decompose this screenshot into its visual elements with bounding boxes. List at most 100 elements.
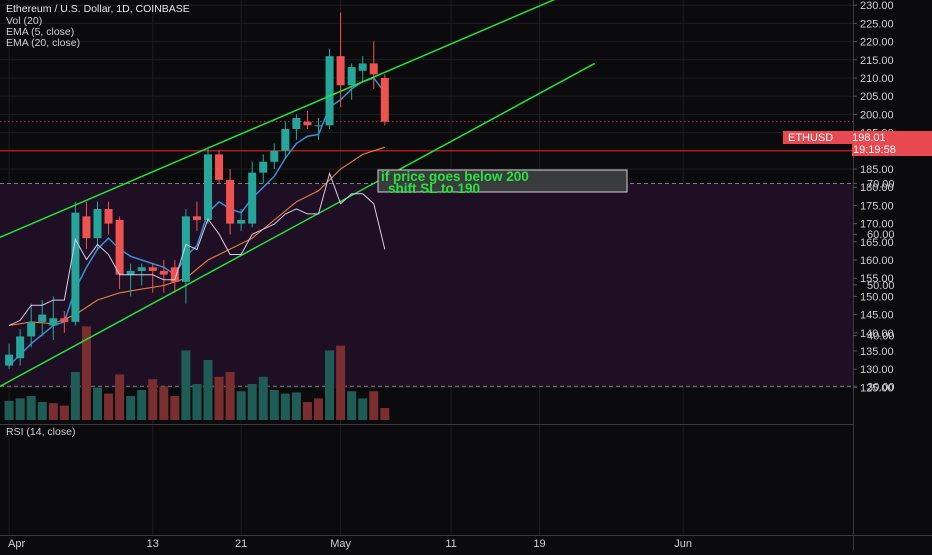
volume-bar: [226, 372, 235, 420]
price-tick-label: 210.00: [860, 73, 894, 85]
volume-bar: [148, 379, 157, 420]
price-tick-label: 200.00: [860, 109, 894, 121]
candle-body: [27, 322, 35, 337]
candle-body: [315, 125, 323, 126]
volume-bar: [303, 402, 312, 420]
rsi-tick-label: 30.00: [867, 381, 895, 393]
price-tick-label: 130.00: [860, 364, 894, 376]
indicator-ema20: EMA (20, close): [6, 37, 80, 49]
rsi-tick-label: 50.00: [867, 280, 895, 292]
volume-bar: [270, 390, 279, 420]
price-tick-label: 145.00: [860, 310, 894, 322]
candle-body: [5, 355, 13, 366]
volume-bar: [181, 350, 190, 420]
candle-body: [348, 67, 356, 85]
candle-body: [370, 63, 378, 74]
countdown-timer: 19:19:58: [853, 144, 896, 156]
time-tick-label: Jun: [674, 538, 692, 550]
candle-body: [116, 220, 124, 275]
price-tick-label: 205.00: [860, 91, 894, 103]
rsi-tick-label: 60.00: [867, 229, 895, 241]
candle-body: [381, 78, 389, 122]
candle-body: [149, 267, 157, 271]
time-tick-label: 21: [235, 538, 247, 550]
candle[interactable]: [215, 151, 223, 184]
volume-bar: [5, 401, 14, 420]
volume-bar: [104, 394, 113, 420]
time-tick-label: 11: [445, 538, 456, 550]
volume-bar: [292, 392, 301, 420]
candle[interactable]: [381, 74, 389, 125]
time-tick-label: May: [330, 538, 351, 550]
volume-bar: [259, 377, 268, 420]
candle-body: [94, 209, 102, 238]
candle-body: [303, 122, 311, 126]
candle-body: [182, 216, 190, 282]
candle-body: [337, 56, 345, 85]
volume-bar: [369, 391, 378, 420]
volume-bar: [137, 390, 146, 420]
price-tick-label: 160.00: [860, 255, 894, 267]
chart-title: Ethereum / U.S. Dollar, 1D, COINBASE: [6, 3, 190, 15]
price-tick-label: 215.00: [860, 55, 894, 67]
annotation-callout[interactable]: if price goes below 200 shift SL to 190: [378, 169, 627, 196]
volume-bar: [126, 396, 135, 420]
rsi-tick-label: 40.00: [867, 331, 895, 343]
candle-body: [248, 173, 256, 224]
price-tick-label: 175.00: [860, 200, 894, 212]
time-tick-label: Apr: [8, 538, 25, 550]
candle-body: [193, 216, 201, 220]
time-tick-label: 13: [147, 538, 159, 550]
volume-bar: [204, 360, 213, 420]
volume-bar: [380, 408, 389, 420]
candle[interactable]: [71, 202, 79, 326]
volume-bar: [215, 377, 224, 420]
candle-body: [160, 271, 168, 275]
time-tick-label: 19: [533, 538, 545, 550]
price-tick-label: 230.00: [860, 0, 894, 12]
candle-body: [49, 318, 57, 325]
volume-bar: [16, 398, 25, 420]
price-tag-symbol: ETHUSD: [788, 132, 833, 144]
volume-bar: [27, 396, 36, 420]
volume-bar: [38, 402, 47, 420]
candle-body: [105, 209, 113, 224]
candle[interactable]: [204, 147, 212, 223]
candle[interactable]: [326, 49, 334, 129]
price-tick-label: 225.00: [860, 18, 894, 30]
price-tick-label: 150.00: [860, 291, 894, 303]
volume-bar: [347, 391, 356, 420]
price-tick-label: 185.00: [860, 164, 894, 176]
candle-body: [281, 129, 289, 151]
candle-body: [204, 154, 212, 220]
candle-body: [60, 318, 68, 322]
volume-bar: [314, 398, 323, 420]
volume-bar: [49, 403, 58, 420]
volume-bar: [358, 398, 367, 420]
volume-bar: [115, 374, 124, 420]
volume-bar: [170, 396, 179, 420]
annotation-line-2: shift SL to 190: [388, 181, 480, 196]
candle-body: [71, 213, 79, 322]
candle-body: [38, 315, 46, 322]
candle-body: [16, 336, 24, 358]
candle-body: [270, 151, 278, 162]
candle-body: [215, 154, 223, 179]
volume-bar: [325, 350, 334, 420]
candle-body: [237, 220, 245, 224]
candle-body: [82, 216, 90, 238]
volume-bar: [159, 386, 168, 420]
volume-bar: [192, 384, 201, 420]
volume-bar: [93, 388, 102, 420]
volume-bar: [71, 372, 80, 420]
time-axis-background: [0, 535, 853, 550]
candle-body: [292, 118, 300, 129]
rsi-title: RSI (14, close): [6, 426, 75, 438]
price-tag-value: 198.01: [852, 132, 886, 144]
volume-bar: [60, 406, 69, 420]
candle-body: [138, 267, 146, 271]
rsi-tick-label: 70.00: [867, 179, 895, 191]
volume-bar: [237, 391, 246, 420]
